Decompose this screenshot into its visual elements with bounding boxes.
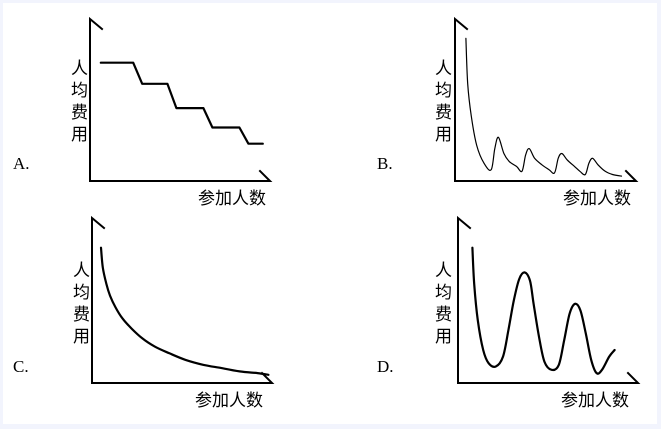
x-axis [454, 169, 639, 182]
x-axis-label: 参加人数 [563, 189, 631, 209]
y-axis-label: 人均费用 [71, 59, 88, 145]
y-axis-label: 人均费用 [73, 261, 90, 347]
y-axis [454, 16, 469, 182]
y-axis [91, 215, 106, 384]
x-axis [89, 169, 273, 182]
panel-letter: B. [377, 154, 393, 173]
series-line [99, 61, 264, 145]
y-axis [457, 215, 472, 384]
x-axis [457, 371, 641, 384]
series-line [471, 246, 616, 375]
x-axis-label: 参加人数 [561, 391, 629, 411]
chart-figure: A. 人均费用 参加人数 B. 人均费用 参加人数 C. 人均费用 参加人数 D. 人均费用 参加人数 [3, 3, 657, 424]
x-axis-label: 参加人数 [198, 189, 266, 209]
panel-letter: D. [377, 357, 394, 376]
panel-letter: A. [13, 154, 30, 173]
panel-letter: C. [13, 357, 29, 376]
y-axis-label: 人均费用 [435, 59, 452, 145]
x-axis [91, 371, 275, 384]
series-line [465, 37, 623, 177]
series-line [99, 246, 270, 376]
y-axis-label: 人均费用 [435, 261, 452, 347]
y-axis [89, 16, 104, 182]
x-axis-label: 参加人数 [195, 391, 263, 411]
